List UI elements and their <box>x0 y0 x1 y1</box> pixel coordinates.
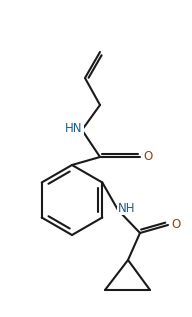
Text: NH: NH <box>118 202 136 215</box>
Text: O: O <box>143 151 153 164</box>
Text: HN: HN <box>65 121 83 134</box>
Text: O: O <box>171 218 181 231</box>
